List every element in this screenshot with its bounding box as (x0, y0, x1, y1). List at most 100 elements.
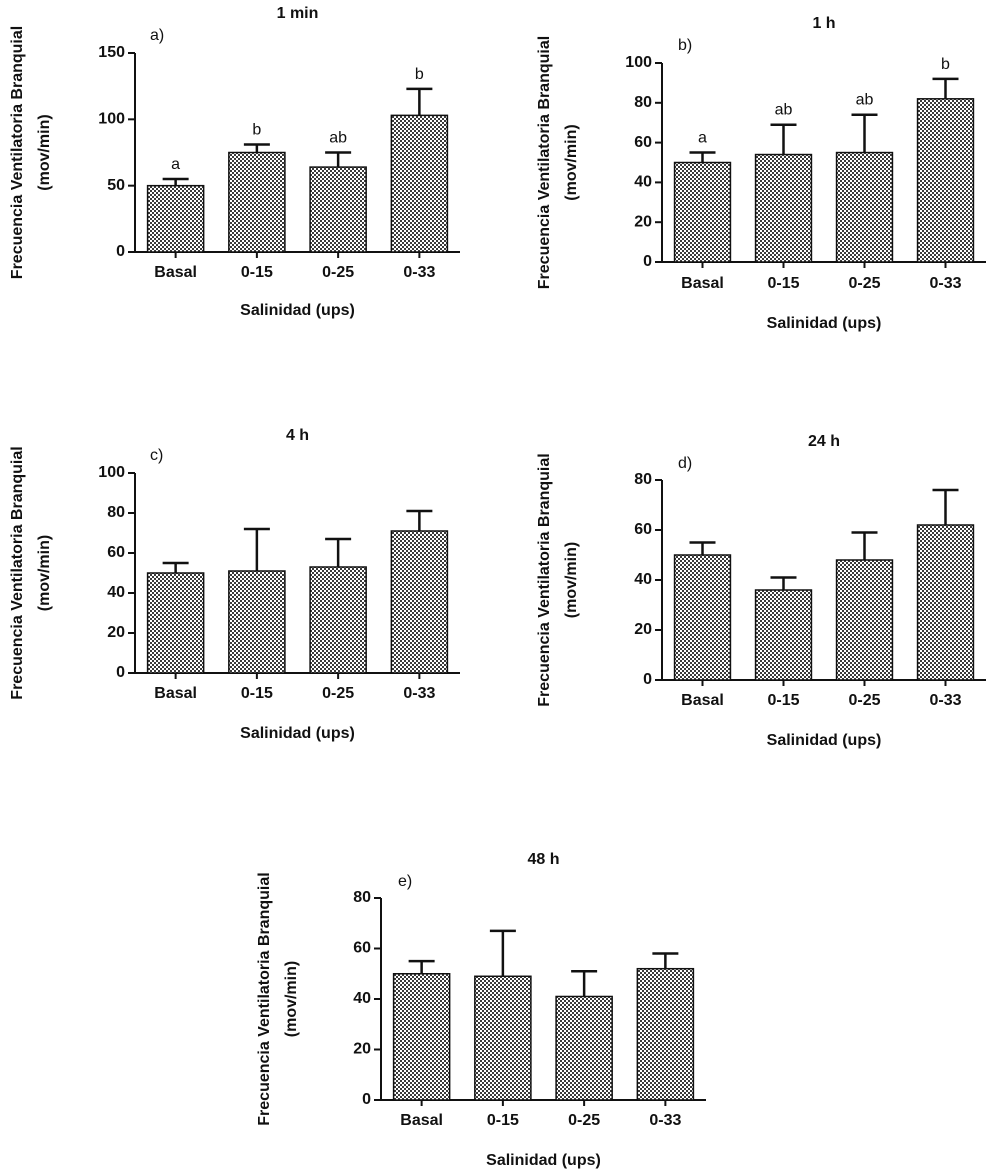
x-tick-label: 0-25 (568, 1112, 600, 1129)
bar-0-15 (228, 151, 286, 253)
x-axis-title: Salinidad (ups) (486, 1152, 601, 1169)
x-axis-title: Salinidad (ups) (240, 725, 355, 742)
y-tick-label: 0 (116, 664, 125, 681)
y-tick-label: 100 (625, 54, 652, 71)
y-tick-label: 0 (643, 253, 652, 270)
significance-letter: a (171, 156, 180, 173)
y-tick-label: 20 (353, 1041, 371, 1058)
y-tick-label: 100 (98, 464, 125, 481)
x-tick-label: Basal (400, 1112, 443, 1129)
x-tick-label: 0-33 (403, 264, 435, 281)
y-axis-unit: (mov/min) (36, 535, 53, 611)
bar-0-33 (390, 530, 449, 674)
panel-label: d) (678, 455, 692, 472)
x-tick-label: 0-15 (487, 1112, 519, 1129)
chart-title: 48 h (527, 851, 559, 868)
x-tick-label: 0-25 (848, 692, 880, 709)
bar-0-25 (555, 995, 613, 1101)
y-tick-label: 0 (116, 243, 125, 260)
bar-0-33 (636, 967, 695, 1101)
x-tick-label: 0-15 (241, 264, 273, 281)
bar-0-15 (754, 153, 813, 263)
y-tick-label: 80 (634, 471, 652, 488)
significance-letter: a (698, 130, 707, 147)
significance-letter: ab (329, 130, 347, 147)
x-tick-label: 0-15 (767, 275, 799, 292)
x-tick-label: 0-33 (929, 692, 961, 709)
x-tick-label: 0-15 (241, 685, 273, 702)
bar-0-25 (309, 566, 367, 674)
panel-label: e) (398, 873, 412, 890)
y-tick-label: 100 (98, 111, 125, 128)
y-tick-label: 50 (107, 177, 125, 194)
x-tick-label: 0-15 (767, 692, 799, 709)
x-tick-label: Basal (154, 685, 197, 702)
x-axis-title: Salinidad (ups) (240, 302, 355, 319)
significance-letter: b (252, 122, 261, 139)
panel-label: a) (150, 27, 164, 44)
x-tick-label: Basal (681, 692, 724, 709)
x-axis-title: Salinidad (ups) (767, 732, 882, 749)
y-tick-label: 20 (634, 213, 652, 230)
bar-0-15 (754, 589, 813, 681)
bar-0-33 (916, 98, 975, 263)
chart-panel-2: 1 h b) Frecuencia Ventilatoria Branquial (m… (536, 15, 986, 332)
bar-0-25 (835, 559, 894, 681)
significance-letter: b (941, 56, 950, 73)
bar-Basal (673, 554, 732, 681)
bar-0-25 (835, 151, 894, 263)
significance-letter: ab (856, 92, 874, 109)
x-tick-label: Basal (681, 275, 724, 292)
y-axis-title: Frecuencia Ventilatoria Branquial (9, 446, 26, 699)
panel-label: c) (150, 447, 163, 464)
y-axis-title: Frecuencia Ventilatoria Branquial (536, 453, 553, 706)
y-tick-label: 20 (107, 624, 125, 641)
bar-Basal (673, 161, 732, 263)
x-tick-label: 0-25 (322, 264, 354, 281)
y-axis-unit: (mov/min) (563, 542, 580, 618)
x-tick-label: 0-33 (403, 685, 435, 702)
chart-panel-5: 48 h e) Frecuencia Ventilatoria Branquial (… (256, 851, 706, 1169)
chart-title: 24 h (808, 433, 840, 450)
x-tick-label: 0-33 (929, 275, 961, 292)
bar-0-25 (309, 166, 367, 253)
chart-title: 4 h (286, 427, 309, 444)
y-tick-label: 80 (353, 889, 371, 906)
y-tick-label: 80 (634, 94, 652, 111)
y-tick-label: 80 (107, 504, 125, 521)
bar-Basal (392, 973, 451, 1101)
x-axis-title: Salinidad (ups) (767, 315, 882, 332)
chart-title: 1 h (812, 15, 835, 32)
y-axis-unit: (mov/min) (36, 114, 53, 190)
chart-panel-1: 1 min a) Frecuencia Ventilatoria Branquial… (9, 5, 460, 319)
y-tick-label: 40 (634, 174, 652, 191)
y-tick-label: 60 (353, 940, 371, 957)
bar-Basal (146, 184, 205, 253)
y-axis-title: Frecuencia Ventilatoria Branquial (9, 26, 26, 279)
x-tick-label: 0-25 (848, 275, 880, 292)
chart-title: 1 min (277, 5, 319, 22)
significance-letter: b (415, 66, 424, 83)
bar-0-33 (916, 524, 975, 681)
chart-panel-3: 4 h c) Frecuencia Ventilatoria Branquial (m… (9, 427, 460, 742)
y-axis-unit: (mov/min) (563, 124, 580, 200)
y-tick-label: 0 (362, 1091, 371, 1108)
y-tick-label: 40 (353, 990, 371, 1007)
y-tick-label: 60 (634, 521, 652, 538)
y-tick-label: 40 (107, 584, 125, 601)
bar-Basal (146, 572, 205, 674)
significance-letter: ab (775, 102, 793, 119)
panel-label: b) (678, 37, 692, 54)
y-tick-label: 150 (98, 44, 125, 61)
x-tick-label: 0-33 (649, 1112, 681, 1129)
chart-panel-4: 24 h d) Frecuencia Ventilatoria Branquial (… (536, 433, 986, 749)
y-tick-label: 60 (107, 544, 125, 561)
y-tick-label: 60 (634, 134, 652, 151)
bar-0-15 (474, 975, 532, 1101)
y-tick-label: 20 (634, 621, 652, 638)
y-axis-unit: (mov/min) (283, 961, 300, 1037)
bar-0-15 (228, 570, 286, 674)
bar-0-33 (390, 114, 449, 253)
y-axis-title: Frecuencia Ventilatoria Branquial (256, 872, 273, 1125)
